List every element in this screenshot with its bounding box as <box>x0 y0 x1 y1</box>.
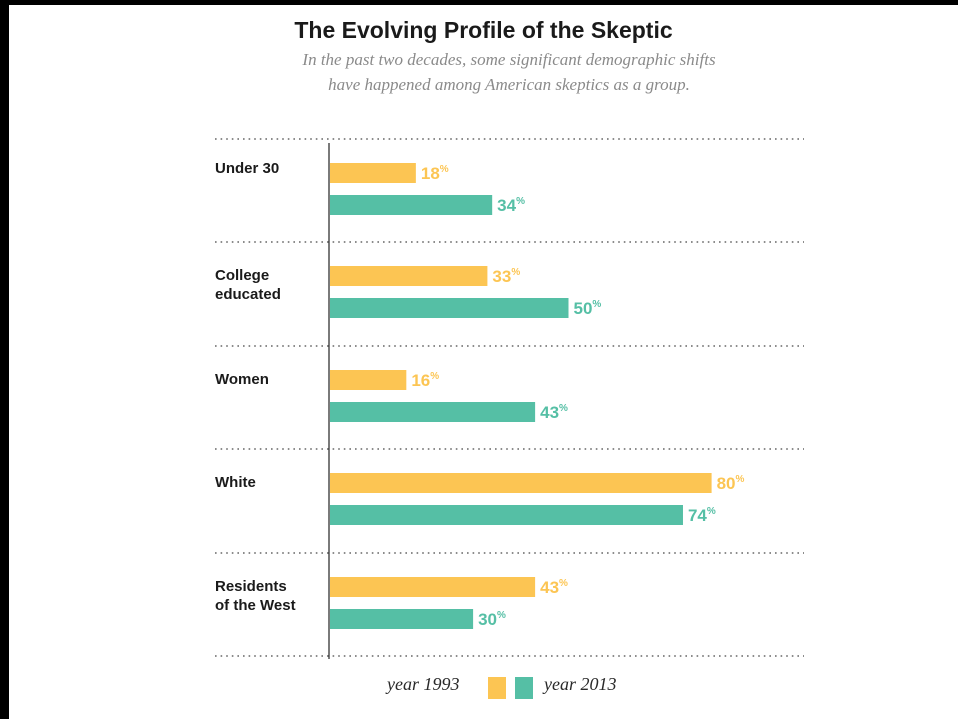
bar-2013 <box>330 505 683 525</box>
category-label: Women <box>215 371 269 388</box>
bar-value-label: 33% <box>492 267 520 286</box>
chart-card: The Evolving Profile of the Skeptic In t… <box>9 5 958 719</box>
category-label: College educated <box>215 267 281 303</box>
subtitle-line-2: have happened among American skeptics as… <box>328 75 690 94</box>
bar-value-label: 16% <box>411 371 439 390</box>
bar-1993 <box>330 577 536 597</box>
bar-2013 <box>330 402 536 422</box>
bar-value-label: 18% <box>421 164 449 183</box>
bar-2013 <box>330 609 474 629</box>
bar-value-label: 43% <box>540 578 568 597</box>
subtitle-line-1: In the past two decades, some significan… <box>302 50 716 69</box>
chart-subtitle: In the past two decades, some significan… <box>209 47 809 97</box>
bar-2013 <box>330 195 493 215</box>
bar-value-label: 74% <box>688 506 716 525</box>
bar-value-label: 50% <box>574 299 602 318</box>
bar-value-label: 34% <box>497 196 525 215</box>
legend-swatch-1993 <box>488 677 506 699</box>
legend: year 1993 year 2013 <box>9 671 958 701</box>
legend-label-2013: year 2013 <box>544 674 617 694</box>
bar-value-label: 43% <box>540 403 568 422</box>
legend-swatch-2013 <box>515 677 533 699</box>
category-label: Under 30 <box>215 160 279 177</box>
bar-chart: Under 30 18% 34% College educated 33% 50% Women… <box>215 138 804 659</box>
legend-label-1993: year 1993 <box>387 674 460 694</box>
chart-title: The Evolving Profile of the Skeptic <box>294 17 673 43</box>
bar-value-label: 80% <box>717 474 745 493</box>
bar-1993 <box>330 370 407 390</box>
bar-1993 <box>330 163 416 183</box>
bar-value-label: 30% <box>478 610 506 629</box>
category-label: Residents of the West <box>215 578 296 614</box>
bar-1993 <box>330 266 488 286</box>
bar-1993 <box>330 473 712 493</box>
category-label: White <box>215 474 256 491</box>
bar-2013 <box>330 298 569 318</box>
